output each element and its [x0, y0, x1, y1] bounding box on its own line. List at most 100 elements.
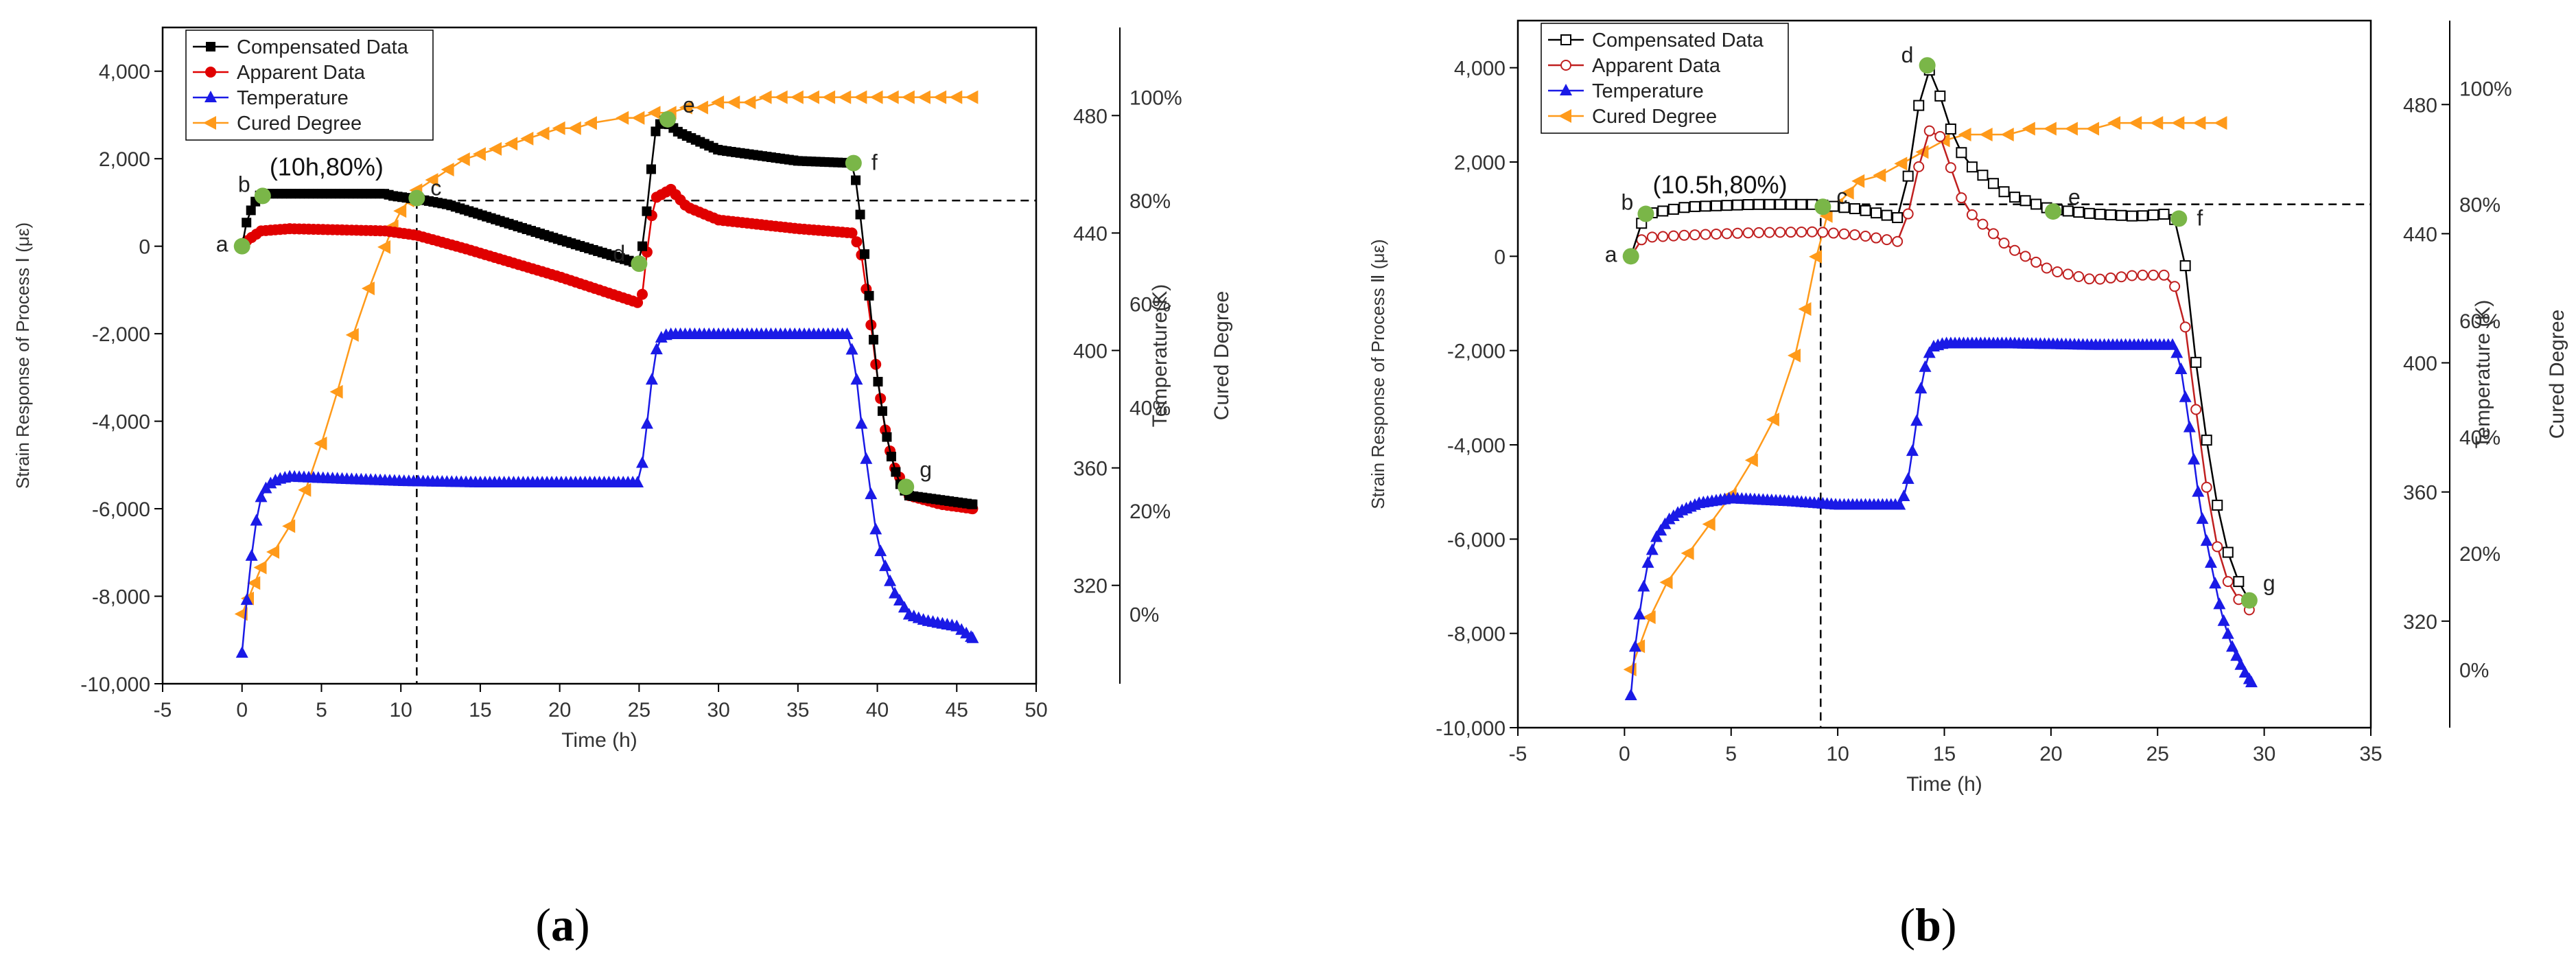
- data-point: [1732, 199, 1744, 211]
- data-point: [2217, 614, 2230, 626]
- cured-tick-label: 40%: [1129, 397, 1171, 419]
- legend-swatch-marker: [1558, 109, 1571, 123]
- data-point: [901, 90, 915, 104]
- data-point: [1678, 202, 1690, 213]
- data-point: [1785, 198, 1796, 210]
- series-cured-degree: [1623, 116, 2227, 677]
- data-point: [855, 417, 868, 429]
- key-point-e: [659, 111, 677, 128]
- data-point: [1979, 128, 1993, 142]
- data-point: [1806, 226, 1818, 238]
- data-point: [636, 288, 648, 300]
- data-point: [846, 227, 858, 239]
- series-apparent-data: [1625, 125, 2255, 616]
- data-point: [645, 373, 658, 385]
- panel-caption: (b): [1899, 899, 1956, 951]
- key-point-f: [845, 154, 862, 172]
- data-point: [1753, 227, 1765, 238]
- data-point: [1710, 200, 1722, 211]
- data-point: [2000, 128, 2014, 142]
- data-point: [1838, 228, 1850, 240]
- data-point: [865, 487, 878, 500]
- data-point: [298, 483, 312, 497]
- data-point: [2188, 452, 2201, 465]
- data-point: [2201, 481, 2212, 493]
- legend-entry: Compensated Data: [1592, 30, 1764, 51]
- temperature-tick-label: 440: [1073, 222, 1108, 245]
- data-point: [1871, 232, 1882, 244]
- legend-entry: Temperature: [237, 87, 349, 109]
- data-point: [877, 406, 887, 416]
- data-point: [456, 152, 470, 166]
- data-point: [860, 452, 873, 464]
- legend-entry: Cured Degree: [1592, 106, 1717, 128]
- data-point: [2073, 270, 2085, 282]
- x-tick-label: 0: [1619, 743, 1630, 765]
- data-point: [1667, 230, 1679, 242]
- panel-caption-part: b: [1915, 899, 1941, 951]
- data-point: [1667, 203, 1679, 215]
- key-point-label: e: [683, 93, 695, 117]
- data-point: [2137, 269, 2148, 281]
- data-point: [1678, 229, 1690, 241]
- key-point-label: e: [2068, 185, 2081, 209]
- data-point: [1906, 444, 1919, 457]
- data-point: [2019, 195, 2031, 207]
- data-point: [631, 475, 644, 487]
- data-point: [1710, 228, 1722, 240]
- data-point: [1637, 579, 1650, 592]
- data-point: [393, 204, 407, 218]
- data-point: [2192, 485, 2205, 497]
- data-point: [868, 334, 878, 345]
- cured-tick-label: 100%: [1129, 87, 1182, 110]
- series-line: [1630, 67, 2250, 601]
- temperature-tick-label: 360: [1073, 458, 1108, 481]
- data-point: [742, 95, 756, 110]
- data-point: [855, 209, 865, 220]
- data-point: [250, 513, 263, 526]
- data-point: [1764, 198, 1775, 210]
- data-point: [650, 343, 663, 355]
- y-left-tick-label: -2,000: [1447, 340, 1506, 363]
- data-point: [1934, 90, 1946, 102]
- data-point: [1628, 640, 1641, 652]
- x-tick-label: -5: [1509, 743, 1527, 765]
- data-point: [933, 90, 947, 104]
- y-left-tick-label: -8,000: [1447, 623, 1506, 646]
- data-point: [2126, 210, 2138, 222]
- data-point: [1966, 209, 1978, 220]
- data-point: [2200, 534, 2213, 546]
- data-point: [2158, 208, 2170, 220]
- data-point: [790, 90, 804, 104]
- data-point: [1657, 231, 1669, 242]
- series-temperature: [235, 327, 979, 658]
- data-point: [2221, 627, 2234, 639]
- data-point: [282, 519, 296, 533]
- data-point: [2158, 269, 2170, 281]
- data-point: [727, 95, 740, 110]
- data-point: [1998, 186, 2010, 198]
- data-point: [879, 559, 892, 571]
- legend-entry: Compensated Data: [237, 36, 409, 58]
- data-point: [642, 206, 652, 216]
- panel-b: -5 0 5 10 15 20 25 30 35 Time (h) -10,000 -8,000 -6,…: [1368, 19, 2568, 951]
- data-point: [1764, 227, 1775, 238]
- legend-entry: Cured Degree: [237, 113, 362, 135]
- data-point: [2105, 272, 2116, 284]
- data-point: [2179, 321, 2191, 333]
- data-point: [1817, 227, 1829, 238]
- x-tick-label: 15: [1933, 743, 1956, 765]
- data-point: [1721, 228, 1733, 240]
- y-left-tick-label: -2,000: [92, 323, 150, 346]
- data-point: [651, 126, 661, 137]
- key-point-label: f: [871, 150, 878, 175]
- data-point: [1923, 125, 1935, 137]
- legend-swatch-marker: [206, 42, 215, 51]
- data-point: [2201, 435, 2212, 446]
- data-point: [504, 137, 518, 151]
- data-point: [1766, 413, 1779, 427]
- data-point: [2073, 207, 2085, 218]
- data-point: [441, 163, 454, 177]
- x-tick-label: 20: [2039, 743, 2062, 765]
- data-point: [1681, 546, 1694, 560]
